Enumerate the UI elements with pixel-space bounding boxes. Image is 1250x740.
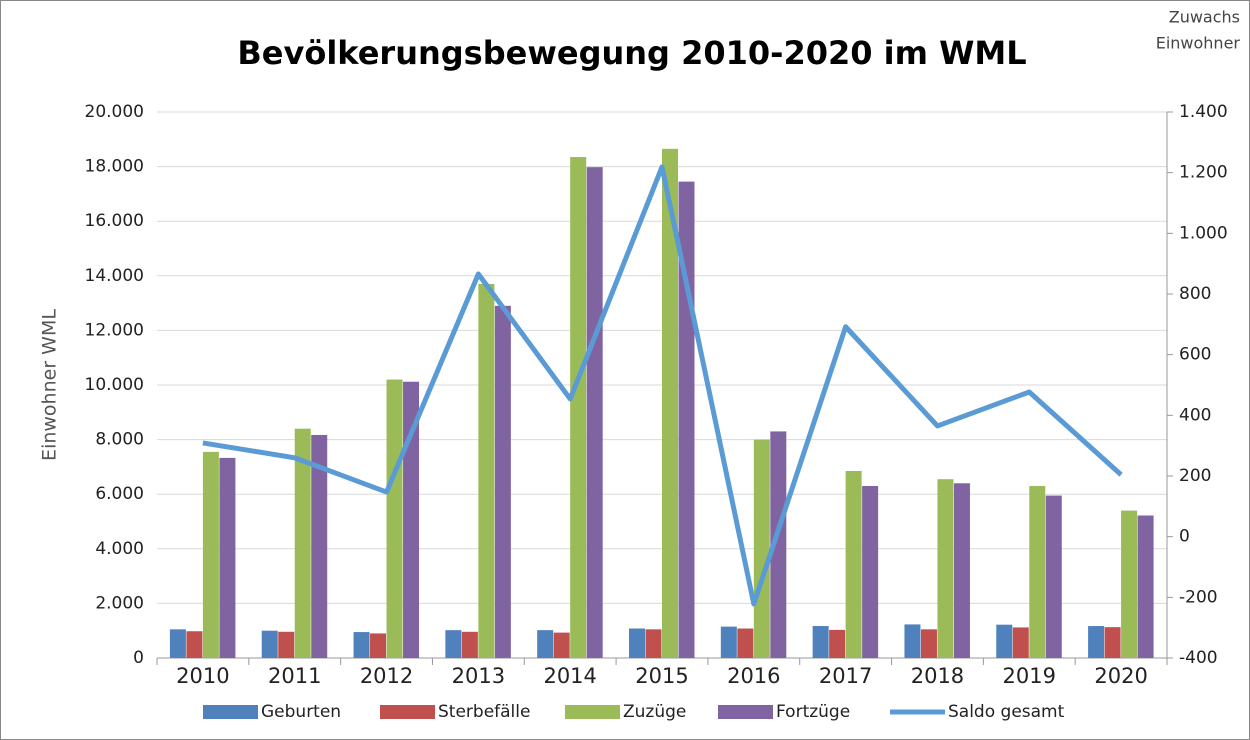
bar bbox=[937, 479, 954, 658]
y2-tick-label: 200 bbox=[1179, 466, 1211, 486]
y2-tick-label: 0 bbox=[1179, 527, 1190, 547]
bar bbox=[829, 629, 846, 658]
x-tick-label: 2014 bbox=[543, 664, 596, 688]
bar bbox=[461, 631, 478, 658]
y-tick-label: 14.000 bbox=[85, 266, 144, 286]
bar bbox=[1045, 495, 1062, 658]
x-tick-label: 2010 bbox=[176, 664, 229, 688]
bar bbox=[862, 486, 879, 658]
chart-title: Bevölkerungsbewegung 2010-2020 im WML bbox=[237, 34, 1026, 72]
y2-axis-label: Einwohner bbox=[1156, 34, 1241, 53]
bar bbox=[353, 632, 370, 658]
y-tick-label: 16.000 bbox=[85, 211, 144, 231]
bar bbox=[278, 631, 295, 658]
bar bbox=[386, 379, 403, 658]
y-tick-label: 6.000 bbox=[95, 484, 144, 504]
y2-tick-label: 400 bbox=[1179, 405, 1211, 425]
y-tick-label: 2.000 bbox=[95, 593, 144, 613]
bar bbox=[202, 451, 219, 658]
bar bbox=[494, 305, 511, 658]
legend-swatch bbox=[718, 705, 773, 719]
bar bbox=[586, 167, 603, 658]
bar bbox=[445, 630, 462, 658]
bar bbox=[186, 631, 203, 658]
x-tick-label: 2020 bbox=[1094, 664, 1147, 688]
bar bbox=[1029, 486, 1046, 658]
y-axis-label: Einwohner WML bbox=[39, 309, 61, 461]
legend-label: Geburten bbox=[261, 702, 341, 722]
legend-label: Fortzüge bbox=[776, 702, 850, 722]
bar bbox=[845, 470, 862, 658]
y2-tick-label: -200 bbox=[1179, 587, 1218, 607]
bar bbox=[537, 630, 554, 658]
legend-label: Zuzüge bbox=[623, 702, 686, 722]
y2-tick-label: 1.400 bbox=[1179, 102, 1228, 122]
bar bbox=[370, 633, 387, 658]
bar bbox=[1088, 626, 1105, 658]
bar bbox=[645, 629, 662, 658]
bar bbox=[1012, 627, 1029, 658]
x-tick-label: 2011 bbox=[268, 664, 321, 688]
y2-axis-label: Zuwachs bbox=[1169, 8, 1240, 27]
bar bbox=[629, 628, 645, 658]
y-tick-label: 10.000 bbox=[85, 375, 144, 395]
bar bbox=[1104, 627, 1121, 658]
bar bbox=[169, 629, 186, 658]
bar bbox=[1121, 510, 1138, 658]
x-tick-label: 2019 bbox=[1003, 664, 1056, 688]
y-tick-label: 20.000 bbox=[85, 102, 144, 122]
legend-label: Saldo gesamt bbox=[948, 702, 1065, 722]
x-tick-label: 2017 bbox=[819, 664, 872, 688]
bar bbox=[219, 457, 236, 658]
legend-swatch bbox=[565, 705, 620, 719]
bar bbox=[478, 283, 495, 658]
bar bbox=[770, 431, 787, 658]
x-tick-label: 2015 bbox=[635, 664, 688, 688]
bar bbox=[403, 381, 420, 658]
y2-tick-label: 1.200 bbox=[1179, 163, 1228, 183]
y2-tick-label: 800 bbox=[1179, 284, 1211, 304]
x-tick-label: 2013 bbox=[452, 664, 505, 688]
bar bbox=[904, 624, 921, 658]
bar bbox=[1137, 515, 1154, 658]
x-tick-label: 2012 bbox=[360, 664, 413, 688]
bar bbox=[953, 483, 970, 658]
y-tick-label: 12.000 bbox=[85, 320, 144, 340]
bar bbox=[662, 148, 678, 659]
y-tick-label: 0 bbox=[133, 648, 144, 668]
bar bbox=[553, 632, 570, 658]
bar bbox=[261, 630, 278, 658]
bar bbox=[311, 434, 328, 658]
bar bbox=[996, 624, 1013, 658]
legend-swatch bbox=[203, 705, 258, 719]
y2-tick-label: 600 bbox=[1179, 345, 1211, 365]
bar bbox=[294, 428, 311, 658]
y2-tick-label: 1.000 bbox=[1179, 223, 1228, 243]
line-series bbox=[202, 164, 1123, 607]
bar bbox=[570, 157, 587, 659]
y-tick-label: 4.000 bbox=[95, 539, 144, 559]
x-tick-label: 2016 bbox=[727, 664, 780, 688]
bar bbox=[812, 626, 829, 658]
y-tick-label: 8.000 bbox=[95, 430, 144, 450]
y-tick-label: 18.000 bbox=[85, 157, 144, 177]
bar bbox=[737, 628, 754, 658]
bar bbox=[753, 439, 770, 658]
legend-label: Sterbefälle bbox=[438, 702, 530, 722]
x-tick-label: 2018 bbox=[911, 664, 964, 688]
y2-tick-label: -400 bbox=[1179, 648, 1218, 668]
legend-swatch bbox=[380, 705, 435, 719]
bar bbox=[720, 626, 737, 658]
bar bbox=[920, 629, 937, 658]
